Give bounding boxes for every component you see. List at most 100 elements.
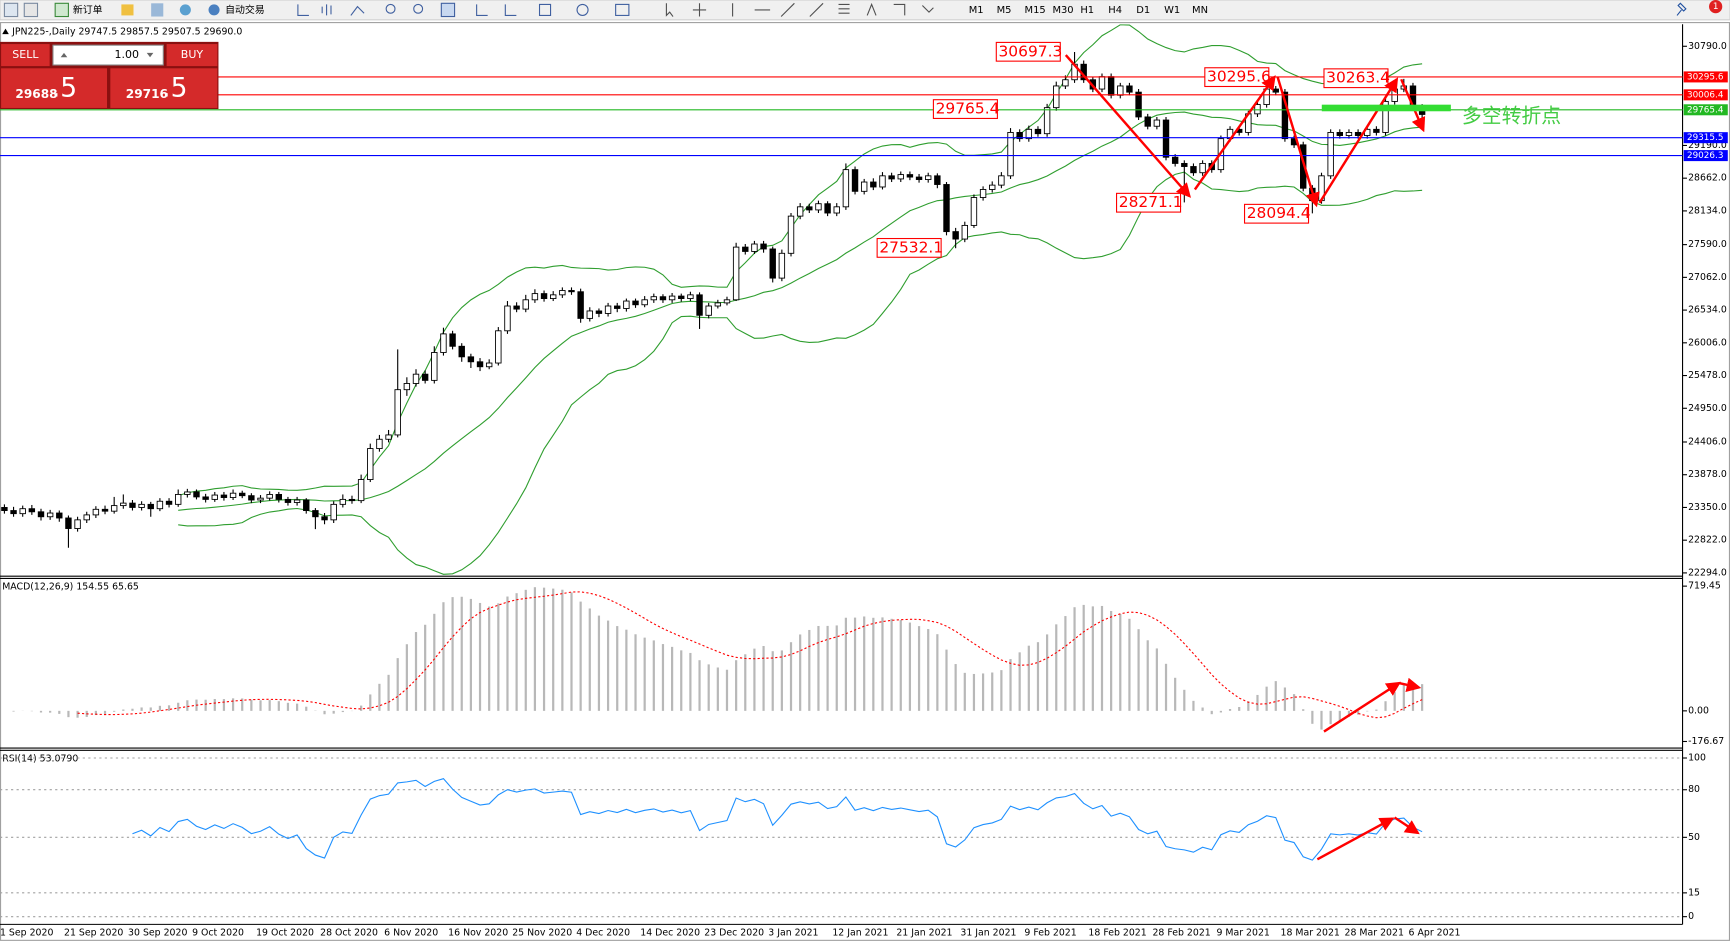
candle-body bbox=[531, 293, 539, 301]
buy-price[interactable]: 29716 bbox=[126, 87, 168, 101]
candle-body bbox=[1373, 128, 1380, 133]
macd-bar bbox=[94, 710, 97, 716]
candle-body bbox=[385, 434, 392, 440]
timeframe-button[interactable]: MN bbox=[1192, 5, 1208, 16]
macd-bar bbox=[853, 617, 857, 711]
macd-bar bbox=[12, 710, 15, 712]
timeframe-button[interactable]: M1 bbox=[969, 5, 984, 16]
macd-bar bbox=[753, 648, 756, 711]
sell-button[interactable] bbox=[1, 44, 50, 67]
x-tick-label: 12 Jan 2021 bbox=[832, 928, 888, 939]
macd-bar bbox=[506, 596, 509, 711]
macd-bar bbox=[744, 654, 747, 711]
macd-bar bbox=[1210, 710, 1213, 715]
candle-body bbox=[1016, 131, 1023, 140]
macd-bar bbox=[1292, 694, 1296, 711]
candle-body bbox=[806, 206, 813, 211]
macd-bar bbox=[1421, 684, 1424, 711]
buy-label[interactable]: BUY bbox=[181, 48, 204, 61]
x-tick-label: 21 Sep 2020 bbox=[64, 928, 123, 939]
x-tick-label: 31 Jan 2021 bbox=[960, 928, 1016, 939]
frame bbox=[0, 22, 1730, 941]
candle-body bbox=[979, 189, 987, 198]
icon[interactable] bbox=[476, 3, 552, 16]
buy-button[interactable] bbox=[166, 44, 218, 67]
timeframe-button[interactable]: W1 bbox=[1164, 5, 1180, 16]
candle-body bbox=[156, 500, 164, 510]
icon[interactable] bbox=[297, 4, 365, 16]
timeframe-button[interactable]: M30 bbox=[1052, 5, 1073, 16]
macd-bar bbox=[103, 710, 107, 714]
candle-body bbox=[778, 252, 786, 279]
icon[interactable] bbox=[23, 2, 39, 18]
icon[interactable] bbox=[54, 2, 69, 18]
macd-bar bbox=[1128, 618, 1131, 711]
candle-body bbox=[998, 175, 1005, 186]
timeframe-button[interactable]: D1 bbox=[1136, 5, 1150, 16]
macd-bar bbox=[725, 669, 729, 711]
price-level-label: 30006.4 bbox=[1687, 90, 1724, 100]
icon[interactable] bbox=[1676, 2, 1687, 16]
new-order-button[interactable]: 新订单 bbox=[73, 3, 103, 16]
auto-trading-button[interactable]: 自动交易 bbox=[225, 3, 265, 16]
timeframe-button[interactable]: M5 bbox=[997, 5, 1012, 16]
icon[interactable] bbox=[576, 3, 589, 16]
lot-input[interactable] bbox=[52, 44, 164, 66]
icon[interactable] bbox=[179, 4, 191, 16]
collapse-arrow[interactable] bbox=[2, 28, 9, 35]
timeframe-button[interactable]: H1 bbox=[1080, 5, 1094, 16]
icon[interactable] bbox=[208, 4, 220, 16]
icon[interactable] bbox=[3, 2, 19, 18]
macd-bar bbox=[1137, 629, 1140, 711]
icon[interactable] bbox=[151, 3, 164, 17]
buy-price-fraction[interactable]: .5 bbox=[162, 73, 187, 104]
timeframe-button[interactable]: M15 bbox=[1025, 5, 1046, 16]
macd-bar bbox=[177, 702, 180, 711]
icon[interactable] bbox=[615, 3, 630, 16]
macd-bar bbox=[1347, 710, 1351, 717]
icon[interactable] bbox=[413, 3, 424, 14]
candle-body bbox=[1126, 85, 1133, 93]
candle-body bbox=[1135, 91, 1142, 118]
y-tick-label: 28662.0 bbox=[1688, 173, 1727, 184]
candle-body bbox=[357, 479, 365, 502]
timeframe-button[interactable]: H4 bbox=[1108, 5, 1122, 16]
lot-value[interactable]: 1.00 bbox=[114, 48, 139, 61]
candle-body bbox=[815, 203, 822, 211]
candle-body bbox=[513, 305, 520, 310]
icon[interactable] bbox=[121, 4, 134, 16]
x-tick-label: 14 Dec 2020 bbox=[640, 928, 700, 939]
macd-bar bbox=[113, 710, 116, 712]
plot-area bbox=[0, 757, 1683, 918]
candle-body bbox=[751, 243, 758, 252]
drawn-arrows bbox=[1064, 54, 1426, 861]
sell-label[interactable]: SELL bbox=[12, 48, 39, 61]
macd-bar bbox=[1384, 701, 1387, 711]
sell-price-box[interactable] bbox=[1, 68, 108, 108]
candle-body bbox=[888, 175, 895, 180]
y-tick-label: 50 bbox=[1688, 832, 1700, 843]
macd-bar bbox=[707, 664, 710, 711]
sell-price[interactable]: 29688 bbox=[15, 87, 57, 101]
buy-price-box[interactable] bbox=[110, 68, 218, 108]
icon[interactable] bbox=[385, 3, 396, 14]
icon[interactable] bbox=[440, 2, 456, 18]
notification-badge[interactable] bbox=[1709, 0, 1723, 14]
icon[interactable] bbox=[665, 2, 934, 17]
sell-price-fraction[interactable]: .5 bbox=[52, 73, 77, 104]
x-tick-label: 28 Mar 2021 bbox=[1345, 928, 1404, 939]
candle-body bbox=[723, 299, 731, 304]
price-level-tag bbox=[1683, 132, 1728, 144]
macd-bar bbox=[58, 710, 61, 714]
macd-bar bbox=[396, 658, 399, 711]
candle-body bbox=[577, 291, 584, 319]
candle-body bbox=[1053, 85, 1060, 109]
macd-bar bbox=[835, 625, 838, 711]
macd-bar bbox=[378, 683, 381, 711]
price-callout: 30263.4 bbox=[1326, 69, 1390, 87]
candle-body bbox=[742, 246, 749, 252]
macd-bar bbox=[1183, 689, 1186, 711]
y-tick-label: 24406.0 bbox=[1688, 437, 1727, 448]
macd-bar bbox=[442, 602, 445, 711]
macd-bar bbox=[67, 710, 70, 718]
